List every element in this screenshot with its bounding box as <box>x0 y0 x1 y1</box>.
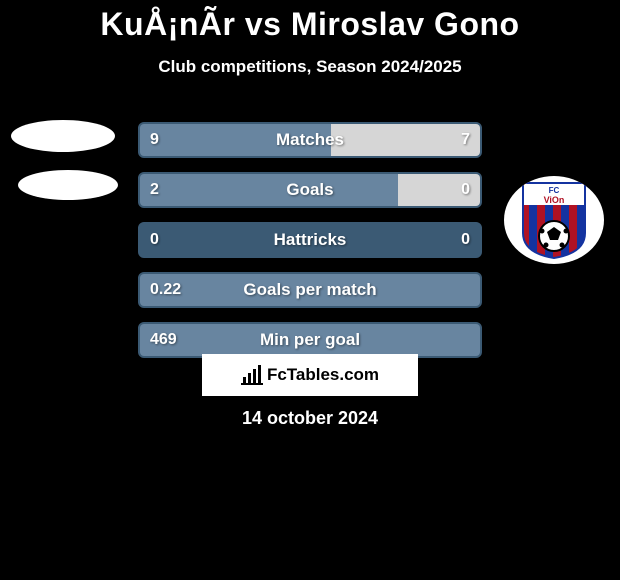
badge-text-bottom: ViOn <box>544 195 565 205</box>
stat-row: 469Min per goal <box>138 322 482 358</box>
stats-comparison: 97Matches 20Goals 0 0Hattricks 0.22Goals per… <box>138 122 482 372</box>
stat-fill-left <box>140 174 398 206</box>
stat-fill-left <box>140 324 480 356</box>
stat-row: 97Matches <box>138 122 482 158</box>
player-left-logo <box>8 120 118 200</box>
club-badge: FC ViOn <box>504 176 604 264</box>
player-right-logo: FC ViOn <box>504 176 604 264</box>
stat-row: 20Goals <box>138 172 482 208</box>
brand-label: FcTables.com <box>267 365 379 385</box>
badge-text-top: FC <box>549 186 560 195</box>
stat-fill-left <box>140 124 331 156</box>
stat-row: 0 0Hattricks <box>138 222 482 258</box>
stat-label: Hattricks <box>140 224 480 256</box>
stat-value-left: 0 <box>150 224 159 256</box>
stat-fill-left <box>140 274 480 306</box>
comparison-infographic: KuÅ¡nÃ­r vs Miroslav Gono Club competiti… <box>0 0 620 580</box>
page-title: KuÅ¡nÃ­r vs Miroslav Gono <box>0 0 620 43</box>
stat-fill-right <box>398 174 480 206</box>
stat-value-right: 0 <box>461 224 470 256</box>
shield-icon: FC ViOn <box>519 181 589 259</box>
bar-chart-icon <box>241 365 263 385</box>
placeholder-ellipse-icon <box>11 120 115 152</box>
date-label: 14 october 2024 <box>0 408 620 429</box>
stat-fill-right <box>331 124 480 156</box>
stat-row: 0.22Goals per match <box>138 272 482 308</box>
page-subtitle: Club competitions, Season 2024/2025 <box>0 57 620 77</box>
brand-box[interactable]: FcTables.com <box>202 354 418 396</box>
placeholder-ellipse-icon <box>18 170 118 200</box>
